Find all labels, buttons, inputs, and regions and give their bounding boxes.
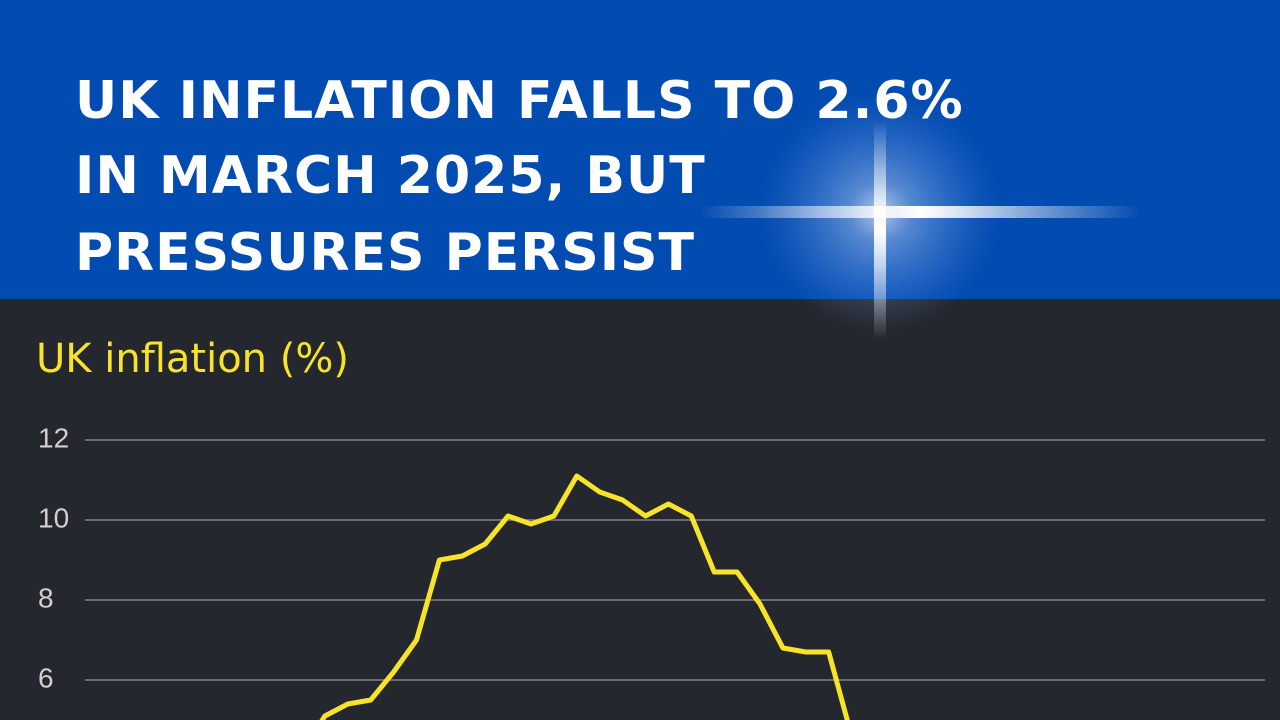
chart-title: UK inflation (%) — [36, 336, 349, 382]
header-band — [0, 0, 1280, 299]
y-tick-label: 8 — [38, 582, 54, 613]
sparkle — [700, 92, 1140, 340]
y-tick-label: 10 — [38, 502, 69, 533]
y-tick-label: 6 — [38, 662, 54, 693]
plot — [85, 439, 1265, 720]
headline-line: UK INFLATION FALLS TO 2.6% — [75, 71, 964, 131]
headline-line: PRESSURES PERSIST — [75, 223, 695, 283]
inflation-line — [319, 473, 850, 720]
headline-line: IN MARCH 2025, BUT — [75, 146, 706, 206]
y-tick-label: 12 — [38, 422, 69, 453]
